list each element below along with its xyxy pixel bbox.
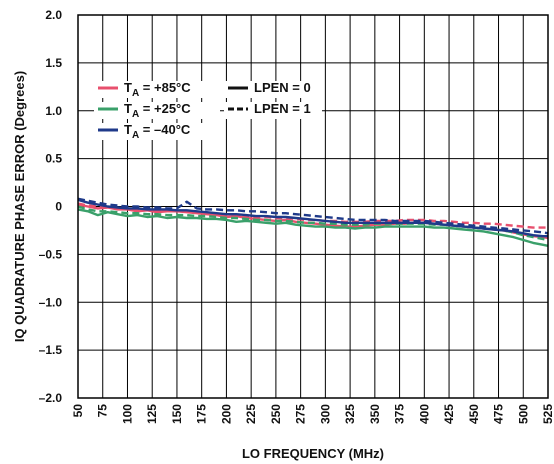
legend-bg: [94, 123, 220, 140]
y-tick-label: 1.5: [45, 56, 62, 70]
y-axis-label: IQ QUADRATURE PHASE ERROR (Degrees): [12, 71, 27, 342]
x-tick-label: 225: [244, 404, 258, 424]
x-tick-label: 100: [120, 404, 134, 424]
series-line: [77, 197, 549, 235]
x-tick-label: 275: [294, 404, 308, 424]
x-tick-label: 300: [318, 404, 332, 424]
y-tick-label: 1.0: [45, 104, 62, 118]
legend-label: TA = +85°C: [124, 80, 191, 99]
series-lines: [77, 197, 549, 247]
legend-label: TA = –40°C: [124, 122, 191, 141]
plot-border: [77, 14, 549, 399]
x-tick-labels: 50 75 100 125 150 175 200 225 250 275 300 325 350 375…: [71, 404, 554, 424]
y-tick-labels: 2.0 1.5 1.0 0.5 0 –0.5 –1.0 –1.5 –2.0: [39, 8, 63, 405]
y-tick-label: 0: [55, 200, 62, 214]
x-tick-label: 200: [219, 404, 233, 424]
x-tick-label: 325: [343, 404, 357, 424]
x-tick-label: 450: [467, 404, 481, 424]
legend-bg: [224, 81, 322, 98]
x-tick-label: 350: [368, 404, 382, 424]
series-line: [77, 198, 548, 238]
y-tick-label: –2.0: [39, 391, 63, 405]
series-line: [77, 208, 549, 247]
legend-bg: [94, 81, 220, 98]
legend-bg: [224, 102, 322, 119]
y-tick-label: 2.0: [45, 8, 62, 22]
legend-label: TA = +25°C: [124, 101, 191, 120]
x-tick-label: 425: [442, 404, 456, 424]
x-tick-label: 375: [393, 404, 407, 424]
y-tick-label: –1.0: [39, 295, 63, 309]
x-tick-label: 150: [170, 404, 184, 424]
x-tick-label: 75: [96, 404, 110, 418]
x-tick-label: 525: [541, 404, 554, 424]
x-tick-label: 175: [195, 404, 209, 424]
x-tick-label: 50: [71, 404, 85, 418]
legend-label: LPEN = 1: [254, 101, 311, 116]
legend: TA = +85°C LPEN = 0 TA = +25°C LPEN = 1 TA =…: [94, 80, 322, 141]
y-tick-label: 0.5: [45, 152, 62, 166]
x-tick-label: 125: [145, 404, 159, 424]
x-tick-label: 500: [516, 404, 530, 424]
plot-frame: [77, 14, 549, 399]
legend-bg: [94, 102, 220, 119]
y-tick-label: –1.5: [39, 343, 63, 357]
x-tick-label: 250: [269, 404, 283, 424]
legend-label: LPEN = 0: [254, 80, 311, 95]
y-tick-label: –0.5: [39, 247, 63, 261]
x-tick-label: 400: [417, 404, 431, 424]
x-axis-label: LO FREQUENCY (MHz): [242, 446, 384, 461]
x-tick-label: 475: [492, 404, 506, 424]
